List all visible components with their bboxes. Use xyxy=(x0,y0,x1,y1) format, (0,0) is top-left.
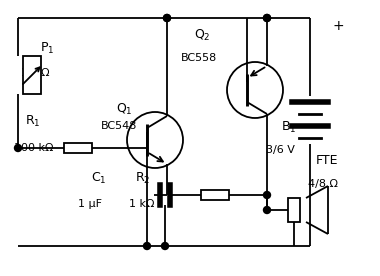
Bar xyxy=(288,198,300,222)
Circle shape xyxy=(162,243,168,250)
Circle shape xyxy=(14,145,22,152)
Text: FTE: FTE xyxy=(315,153,338,167)
Circle shape xyxy=(263,192,271,198)
Text: 4/8 Ω: 4/8 Ω xyxy=(308,179,338,189)
Text: 1 MΩ: 1 MΩ xyxy=(21,68,49,78)
Text: BC558: BC558 xyxy=(180,53,217,63)
Text: C$_1$: C$_1$ xyxy=(91,171,107,185)
Text: BC548: BC548 xyxy=(101,121,137,131)
Text: 1 μF: 1 μF xyxy=(78,199,102,209)
Text: +: + xyxy=(332,19,344,33)
Circle shape xyxy=(263,15,271,22)
Text: B$_1$: B$_1$ xyxy=(281,120,297,134)
Text: R$_1$: R$_1$ xyxy=(25,114,40,129)
Text: Q$_2$: Q$_2$ xyxy=(194,28,211,43)
Bar xyxy=(23,56,41,94)
Text: P$_1$: P$_1$ xyxy=(40,41,54,56)
Text: R$_2$: R$_2$ xyxy=(135,171,150,185)
Bar xyxy=(64,143,92,153)
Circle shape xyxy=(263,15,271,22)
Text: 1 kΩ: 1 kΩ xyxy=(129,199,155,209)
Circle shape xyxy=(144,243,150,250)
Text: 3/6 V: 3/6 V xyxy=(266,145,295,155)
Circle shape xyxy=(163,15,171,22)
Text: 100 kΩ: 100 kΩ xyxy=(14,143,54,153)
Text: Q$_1$: Q$_1$ xyxy=(116,102,133,116)
Circle shape xyxy=(263,206,271,214)
Circle shape xyxy=(163,15,171,22)
Bar xyxy=(201,190,229,200)
